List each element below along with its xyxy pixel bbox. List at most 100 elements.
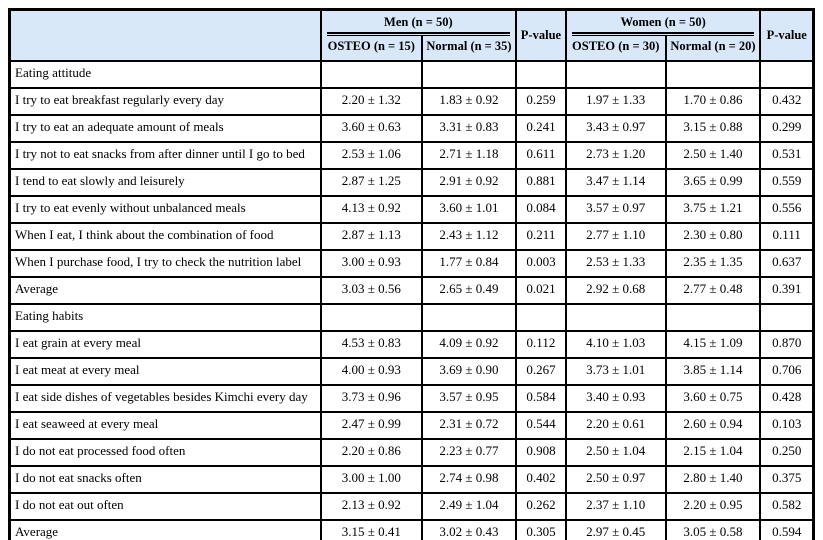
value-cell: 3.75 ± 1.21: [664, 195, 762, 224]
empty-cell: [420, 60, 518, 89]
value-cell: 2.13 ± 0.92: [319, 492, 423, 521]
value-cell: 2.20 ± 0.95: [664, 492, 762, 521]
empty-cell: [564, 303, 667, 332]
value-cell: 2.30 ± 0.80: [664, 222, 762, 251]
table-row: I try not to eat snacks from after dinne…: [8, 141, 815, 170]
table-row: I try to eat evenly without unbalanced m…: [8, 195, 815, 224]
value-cell: 4.15 ± 1.09: [664, 330, 762, 359]
value-cell: 3.69 ± 0.90: [420, 357, 518, 386]
value-cell: 3.60 ± 1.01: [420, 195, 518, 224]
value-cell: 4.13 ± 0.92: [319, 195, 423, 224]
pvalue-cell: 0.881: [515, 168, 567, 197]
pvalue-cell: 0.111: [759, 222, 815, 251]
double-rule: [571, 32, 755, 36]
section-title-row: Eating attitude: [8, 60, 815, 89]
table-row: I do not eat processed food often 2.20 ± …: [8, 438, 815, 467]
value-cell: 2.37 ± 1.10: [564, 492, 667, 521]
header-normal-men: Normal (n = 35): [420, 36, 518, 62]
pvalue-cell: 0.402: [515, 465, 567, 494]
empty-cell: [759, 303, 815, 332]
value-cell: 2.50 ± 0.97: [564, 465, 667, 494]
pvalue-cell: 0.870: [759, 330, 815, 359]
value-cell: 3.15 ± 0.88: [664, 114, 762, 143]
row-label-cell: I do not eat processed food often: [8, 438, 322, 467]
value-cell: 4.00 ± 0.93: [319, 357, 423, 386]
value-cell: 2.77 ± 1.10: [564, 222, 667, 251]
header-pvalue-women: P-value: [759, 8, 815, 62]
section-title-row: Eating habits: [8, 303, 815, 332]
value-cell: 2.23 ± 0.77: [420, 438, 518, 467]
table-body: Eating attitude I try to eat breakfast re…: [8, 60, 815, 540]
eating-attitude-habits-table: Men (n = 50) P-value Women (n = 50) P-va…: [8, 8, 815, 540]
group-label-men: Men (n = 50): [384, 15, 453, 29]
value-cell: 2.97 ± 0.45: [564, 519, 667, 540]
pvalue-cell: 0.544: [515, 411, 567, 440]
pvalue-cell: 0.375: [759, 465, 815, 494]
pvalue-cell: 0.559: [759, 168, 815, 197]
pvalue-cell: 0.611: [515, 141, 567, 170]
pvalue-cell: 0.706: [759, 357, 815, 386]
value-cell: 2.20 ± 0.61: [564, 411, 667, 440]
empty-cell: [664, 60, 762, 89]
value-cell: 3.85 ± 1.14: [664, 357, 762, 386]
row-label-cell: When I eat, I think about the combinatio…: [8, 222, 322, 251]
empty-cell: [420, 303, 518, 332]
pvalue-cell: 0.391: [759, 276, 815, 305]
double-rule: [326, 32, 511, 36]
header-row-groups: Men (n = 50) P-value Women (n = 50) P-va…: [8, 8, 815, 62]
value-cell: 1.97 ± 1.33: [564, 87, 667, 116]
value-cell: 2.53 ± 1.33: [564, 249, 667, 278]
empty-cell: [515, 303, 567, 332]
value-cell: 2.80 ± 1.40: [664, 465, 762, 494]
header-osteo-women: OSTEO (n = 30): [564, 36, 667, 62]
value-cell: 3.00 ± 0.93: [319, 249, 423, 278]
empty-cell: [759, 60, 815, 89]
pvalue-cell: 0.582: [759, 492, 815, 521]
table-header: Men (n = 50) P-value Women (n = 50) P-va…: [8, 8, 815, 62]
value-cell: 3.73 ± 1.01: [564, 357, 667, 386]
value-cell: 2.47 ± 0.99: [319, 411, 423, 440]
value-cell: 4.09 ± 0.92: [420, 330, 518, 359]
pvalue-cell: 0.584: [515, 384, 567, 413]
table-row: I eat seaweed at every meal 2.47 ± 0.99 2.…: [8, 411, 815, 440]
pvalue-cell: 0.432: [759, 87, 815, 116]
header-corner-cell: [8, 8, 322, 62]
row-label-cell: I tend to eat slowly and leisurely: [8, 168, 322, 197]
value-cell: 3.00 ± 1.00: [319, 465, 423, 494]
row-label-cell: I try not to eat snacks from after dinne…: [8, 141, 322, 170]
value-cell: 2.35 ± 1.35: [664, 249, 762, 278]
row-label-cell: I try to eat evenly without unbalanced m…: [8, 195, 322, 224]
pvalue-cell: 0.241: [515, 114, 567, 143]
empty-cell: [515, 60, 567, 89]
table-row: Average 3.03 ± 0.56 2.65 ± 0.49 0.021 2.92 ±…: [8, 276, 815, 305]
value-cell: 2.92 ± 0.68: [564, 276, 667, 305]
value-cell: 4.10 ± 1.03: [564, 330, 667, 359]
pvalue-cell: 0.250: [759, 438, 815, 467]
value-cell: 2.71 ± 1.18: [420, 141, 518, 170]
row-label-cell: I do not eat snacks often: [8, 465, 322, 494]
value-cell: 3.05 ± 0.58: [664, 519, 762, 540]
pvalue-cell: 0.305: [515, 519, 567, 540]
value-cell: 1.83 ± 0.92: [420, 87, 518, 116]
group-label-women: Women (n = 50): [620, 15, 706, 29]
value-cell: 2.60 ± 0.94: [664, 411, 762, 440]
table-row: When I eat, I think about the combinatio…: [8, 222, 815, 251]
table-row: I do not eat snacks often 3.00 ± 1.00 2.74…: [8, 465, 815, 494]
pvalue-cell: 0.531: [759, 141, 815, 170]
empty-cell: [319, 303, 423, 332]
value-cell: 2.31 ± 0.72: [420, 411, 518, 440]
value-cell: 3.47 ± 1.14: [564, 168, 667, 197]
empty-cell: [664, 303, 762, 332]
pvalue-cell: 0.267: [515, 357, 567, 386]
pvalue-cell: 0.908: [515, 438, 567, 467]
value-cell: 2.50 ± 1.40: [664, 141, 762, 170]
value-cell: 3.73 ± 0.96: [319, 384, 423, 413]
value-cell: 3.60 ± 0.63: [319, 114, 423, 143]
table-row: I try to eat an adequate amount of meals…: [8, 114, 815, 143]
row-label-cell: I eat grain at every meal: [8, 330, 322, 359]
table-row: I eat side dishes of vegetables besides …: [8, 384, 815, 413]
empty-cell: [564, 60, 667, 89]
value-cell: 1.70 ± 0.86: [664, 87, 762, 116]
row-label-cell: I do not eat out often: [8, 492, 322, 521]
